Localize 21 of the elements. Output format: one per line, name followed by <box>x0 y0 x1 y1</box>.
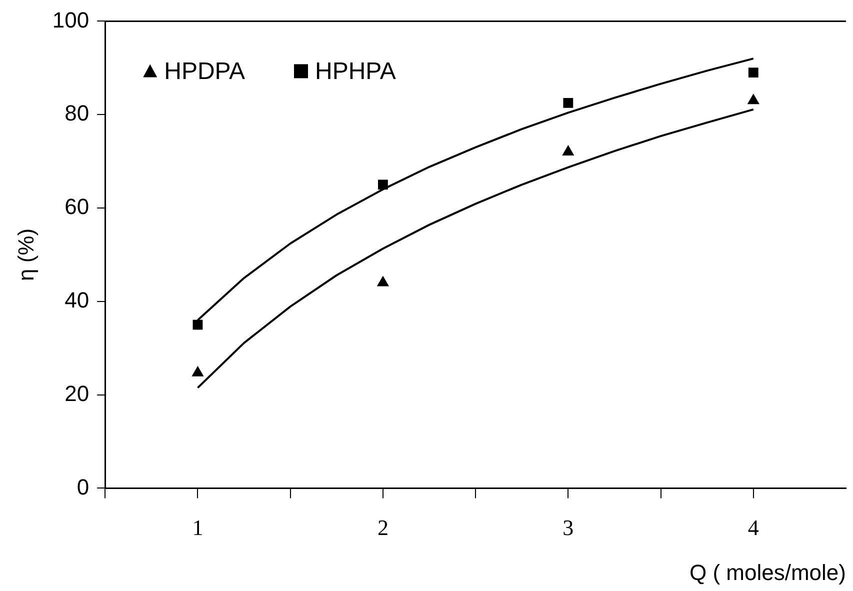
y-tick-label: 60 <box>64 194 90 220</box>
point <box>748 68 758 78</box>
legend-label: HPDPA <box>164 58 246 85</box>
x-tick-label: 3 <box>562 515 574 540</box>
point <box>376 276 390 286</box>
x-tick-label: 1 <box>192 515 204 540</box>
y-tick-label: 100 <box>52 7 90 32</box>
legend-label: HPHPA <box>315 58 396 85</box>
x-tick-label: 4 <box>748 515 759 540</box>
point <box>378 180 388 190</box>
y-tick-label: 20 <box>64 380 90 406</box>
y-tick-label: 80 <box>64 100 90 126</box>
y-axis-title: η (%) <box>13 228 38 281</box>
point <box>562 144 574 156</box>
point <box>563 98 574 108</box>
point <box>192 366 204 376</box>
x-axis-title: Q ( moles/mole) <box>690 560 846 585</box>
y-tick-label: 40 <box>64 287 90 312</box>
y-tick-label: 0 <box>76 474 90 500</box>
x-tick-label: 2 <box>377 515 388 540</box>
point <box>747 94 760 104</box>
